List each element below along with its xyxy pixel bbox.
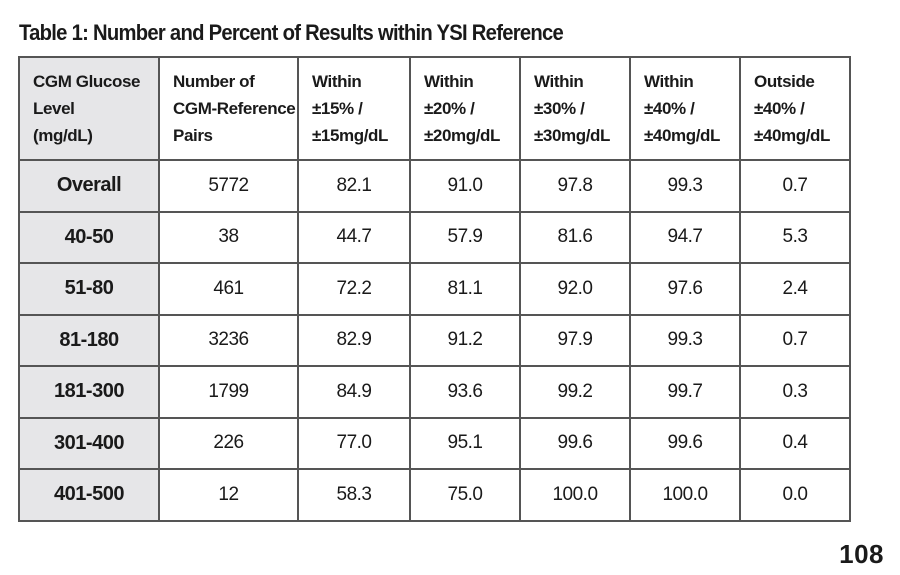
table-cell: 91.2 (409, 313, 521, 367)
table-cell: 84.9 (297, 365, 411, 419)
table-cell: 38 (158, 210, 299, 264)
table-cell: 99.2 (519, 365, 631, 419)
table-cell: 0.0 (739, 468, 851, 522)
column-header-glucose-level: CGM Glucose Level (mg/dL) (18, 56, 160, 161)
results-table: CGM Glucose Level (mg/dL) Number of CGM-… (18, 56, 851, 522)
table-cell: 100.0 (629, 468, 741, 522)
column-header-within-15: Within ±15% / ±15mg/dL (297, 56, 411, 161)
table-cell: 81.6 (519, 210, 631, 264)
table-cell: 3236 (158, 313, 299, 367)
table-cell: 1799 (158, 365, 299, 419)
table-row: 181-300 1799 84.9 93.6 99.2 99.7 0.3 (18, 365, 851, 419)
table-cell: 97.9 (519, 313, 631, 367)
table-cell: 12 (158, 468, 299, 522)
table-cell: 99.7 (629, 365, 741, 419)
table-cell: 72.2 (297, 262, 411, 316)
table-cell: 75.0 (409, 468, 521, 522)
table-cell: 77.0 (297, 416, 411, 470)
table-row: 81-180 3236 82.9 91.2 97.9 99.3 0.7 (18, 313, 851, 367)
table-cell: 92.0 (519, 262, 631, 316)
table-cell: 99.3 (629, 159, 741, 213)
table-cell: 5772 (158, 159, 299, 213)
table-cell: 57.9 (409, 210, 521, 264)
column-header-pairs: Number of CGM-Reference Pairs (158, 56, 299, 161)
table-cell: 5.3 (739, 210, 851, 264)
table-row: 40-50 38 44.7 57.9 81.6 94.7 5.3 (18, 210, 851, 264)
table-cell: 93.6 (409, 365, 521, 419)
table-cell: 100.0 (519, 468, 631, 522)
table-cell: 0.7 (739, 313, 851, 367)
row-label: 181-300 (18, 365, 160, 419)
table-row: 51-80 461 72.2 81.1 92.0 97.6 2.4 (18, 262, 851, 316)
column-header-within-20: Within ±20% / ±20mg/dL (409, 56, 521, 161)
table-cell: 82.9 (297, 313, 411, 367)
row-label: 40-50 (18, 210, 160, 264)
table-cell: 97.6 (629, 262, 741, 316)
row-label: 301-400 (18, 416, 160, 470)
table-cell: 58.3 (297, 468, 411, 522)
table-cell: 99.6 (519, 416, 631, 470)
table-cell: 226 (158, 416, 299, 470)
page-number: 108 (839, 539, 884, 569)
table-cell: 82.1 (297, 159, 411, 213)
table-cell: 99.6 (629, 416, 741, 470)
column-header-within-40: Within ±40% / ±40mg/dL (629, 56, 741, 161)
table-row: Overall 5772 82.1 91.0 97.8 99.3 0.7 (18, 159, 851, 213)
row-label: 401-500 (18, 468, 160, 522)
table-title: Table 1: Number and Percent of Results w… (19, 20, 564, 45)
table-cell: 461 (158, 262, 299, 316)
table-row: 301-400 226 77.0 95.1 99.6 99.6 0.4 (18, 416, 851, 470)
column-header-outside-40: Outside ±40% / ±40mg/dL (739, 56, 851, 161)
table-cell: 2.4 (739, 262, 851, 316)
table-cell: 91.0 (409, 159, 521, 213)
row-label: 81-180 (18, 313, 160, 367)
table-row: 401-500 12 58.3 75.0 100.0 100.0 0.0 (18, 468, 851, 522)
table-cell: 81.1 (409, 262, 521, 316)
table-cell: 97.8 (519, 159, 631, 213)
row-label: Overall (18, 159, 160, 213)
table-cell: 99.3 (629, 313, 741, 367)
table-cell: 44.7 (297, 210, 411, 264)
table-cell: 94.7 (629, 210, 741, 264)
row-label: 51-80 (18, 262, 160, 316)
table-cell: 0.7 (739, 159, 851, 213)
table-cell: 0.3 (739, 365, 851, 419)
table-cell: 0.4 (739, 416, 851, 470)
table-cell: 95.1 (409, 416, 521, 470)
table-header-row: CGM Glucose Level (mg/dL) Number of CGM-… (18, 56, 851, 161)
column-header-within-30: Within ±30% / ±30mg/dL (519, 56, 631, 161)
